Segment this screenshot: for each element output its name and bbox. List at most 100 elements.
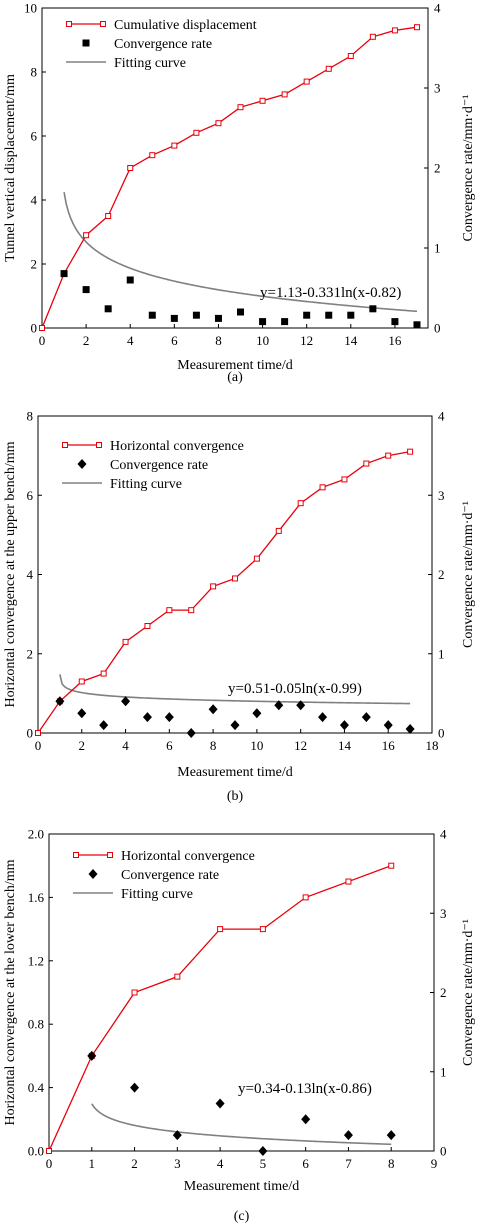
rate-point	[172, 1130, 182, 1141]
fitting-curve	[59, 674, 411, 705]
x-tick-label: 16	[388, 333, 402, 348]
legend: Horizontal convergence Convergence rate Fi…	[73, 849, 255, 902]
x-tick-label: 8	[210, 738, 217, 753]
y-left-tick-label: 0.8	[28, 1017, 44, 1032]
rate-point	[214, 314, 222, 322]
displacement-point	[122, 638, 129, 645]
displacement-point	[188, 607, 195, 614]
rate-point	[192, 311, 200, 319]
x-tick-label: 0	[35, 738, 42, 753]
legend-marker	[96, 442, 102, 448]
y-left-tick-label: 1.6	[28, 890, 45, 905]
rate-point	[405, 724, 415, 735]
displacement-point	[237, 104, 244, 111]
displacement-line	[37, 451, 411, 734]
displacement-point	[363, 460, 370, 467]
displacement-point	[171, 142, 178, 149]
rate-point	[347, 311, 355, 319]
y-right-tick-label: 0	[434, 321, 441, 336]
displacement-point	[217, 926, 224, 933]
y-left-tick-label: 2	[27, 646, 34, 661]
displacement-point	[369, 33, 376, 40]
fit-equation: y=0.34-0.13ln(x-0.86)	[238, 1081, 372, 1097]
y-left-tick-label: 1.2	[28, 953, 44, 968]
displacement-line	[41, 26, 418, 329]
y-left-tick-label: 10	[24, 1, 37, 16]
legend: Horizontal convergence Convergence rate Fi…	[62, 439, 244, 492]
y-right-tick-label: 4	[434, 1, 441, 16]
displacement-point	[105, 213, 112, 219]
x-tick-label: 6	[166, 738, 173, 753]
rate-point	[164, 712, 174, 723]
y-right-tick-label: 1	[440, 1064, 447, 1079]
x-tick-label: 2	[79, 738, 86, 753]
y-left-tick-label: 4	[27, 567, 34, 582]
y-right-tick-label: 2	[440, 985, 447, 1000]
displacement-point	[297, 500, 304, 507]
y-right-tick-label: 3	[438, 488, 445, 503]
y-left-tick-label: 4	[31, 193, 38, 208]
rate-point	[369, 305, 377, 313]
rate-point	[343, 1130, 353, 1141]
rate-point	[386, 1130, 396, 1141]
rate-point	[325, 311, 333, 319]
x-tick-label: 10	[256, 333, 269, 348]
displacement-point	[259, 926, 266, 933]
rate-point	[274, 700, 284, 711]
y-right-tick-label: 2	[434, 161, 441, 176]
displacement-point	[210, 583, 217, 590]
displacement-point	[78, 678, 85, 685]
x-tick-label: 7	[345, 1156, 352, 1171]
y-right-tick-label: 4	[438, 409, 445, 424]
legend: Cumulative displacement Convergence rate F…	[66, 18, 257, 71]
fit-equation: y=1.13-0.331ln(x-0.82)	[260, 285, 401, 301]
y-left-tick-label: 6	[31, 129, 38, 144]
y-left-tick-label: 6	[27, 488, 34, 503]
x-tick-label: 6	[171, 333, 178, 348]
y-left-axis-label: Tunnel vertical displacement/mm	[3, 74, 18, 262]
legend-marker	[107, 852, 113, 858]
rate-point	[215, 1098, 225, 1109]
y-right-tick-label: 2	[438, 567, 445, 582]
rate-point	[142, 712, 152, 723]
displacement-point	[131, 989, 138, 996]
y-right-tick-label: 3	[440, 906, 447, 921]
displacement-point	[144, 623, 151, 630]
y-right-tick-label: 1	[434, 241, 441, 256]
x-tick-label: 14	[344, 333, 358, 348]
y-right-tick-label: 3	[434, 81, 441, 96]
y-left-axis-label: Horizontal convergence at the upper benc…	[3, 441, 18, 707]
fitting-curve	[91, 1103, 392, 1146]
x-tick-label: 4	[217, 1156, 224, 1171]
rate-point	[82, 286, 90, 294]
rate-point	[318, 712, 328, 723]
rate-point	[77, 708, 87, 719]
fitting-curve	[63, 192, 418, 313]
legend-marker	[66, 21, 72, 27]
y-left-axis-label: Horizontal convergence at the lower benc…	[3, 859, 18, 1125]
rate-point	[258, 1146, 268, 1156]
y-left-tick-label: 8	[27, 409, 34, 424]
rate-point	[55, 696, 65, 707]
rate-point	[413, 321, 421, 329]
displacement-point	[319, 484, 326, 491]
y-left-tick-label: 0.4	[28, 1080, 45, 1095]
legend-label: Convergence rate	[114, 37, 212, 52]
y-right-axis-label: Convergence rate/mm·d⁻¹	[461, 919, 476, 1066]
y-right-tick-label: 0	[438, 726, 445, 741]
rate-point	[383, 720, 393, 731]
x-tick-label: 18	[426, 738, 439, 753]
legend-marker	[82, 39, 90, 47]
displacement-point	[174, 973, 181, 980]
displacement-point	[341, 476, 348, 483]
displacement-point	[100, 670, 107, 677]
legend-label: Horizontal convergence	[110, 439, 244, 454]
legend-label: Cumulative displacement	[114, 18, 257, 33]
rate-point	[148, 311, 156, 319]
x-tick-label: 9	[431, 1156, 438, 1171]
y-right-axis-label: Convergence rate/mm·d⁻¹	[461, 501, 476, 648]
y-left-tick-label: 0.0	[28, 1144, 44, 1159]
rate-point	[208, 704, 218, 715]
